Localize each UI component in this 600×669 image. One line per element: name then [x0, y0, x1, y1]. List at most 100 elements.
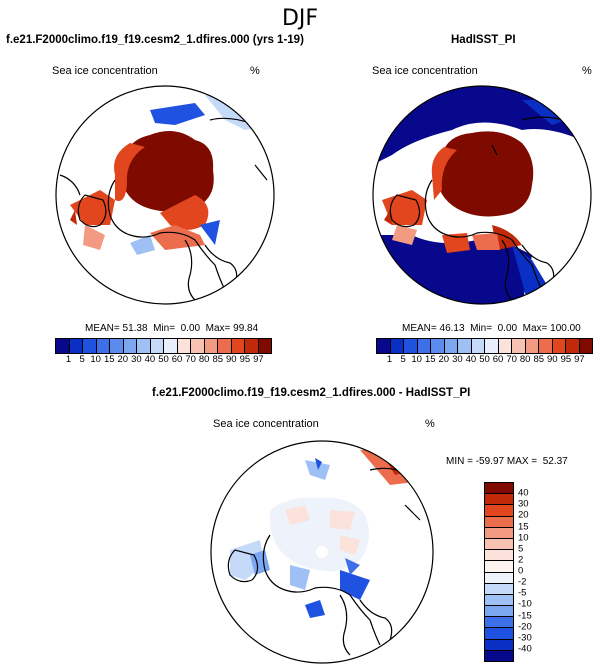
panel1-colorbar-tick-label: 60 — [171, 354, 183, 365]
panel2-colorbar-tick-label: 10 — [411, 354, 422, 365]
panel2-colorbar-swatch — [458, 339, 472, 353]
panel3-colorbar-swatch — [485, 639, 513, 651]
panel3-colorbar-swatch — [485, 572, 513, 584]
panel1-colorbar-swatch — [137, 339, 151, 353]
panel1-colorbar-tick-label: 80 — [198, 354, 210, 365]
panel2-colorbar-swatch — [525, 339, 539, 353]
panel1-colorbar-swatch — [204, 339, 218, 353]
figure-title: DJF — [281, 6, 319, 31]
panel1-colorbar-swatch — [56, 339, 70, 353]
panel3-colorbar-swatch — [485, 494, 513, 506]
panel2-colorbar-tick-label: 85 — [533, 354, 545, 365]
panel3-colorbar-tick-label: 20 — [518, 509, 529, 521]
panel1-colorbar-swatch — [164, 339, 178, 353]
panel1-colorbar-tick-label: 85 — [212, 354, 224, 365]
panel1-colorbar-tick-label: 50 — [158, 354, 169, 365]
panel2-colorbar-swatch — [431, 339, 445, 353]
panel1-polar-map — [55, 85, 275, 305]
panel2-colorbar-swatch — [485, 339, 499, 353]
panel1-title: f.e21.F2000climo.f19_f19.cesm2_1.dfires.… — [6, 34, 304, 46]
panel3-colorbar-tick-label: -2 — [518, 576, 527, 588]
panel1-colorbar-tick-label: 10 — [90, 354, 101, 365]
panel3-colorbar-tick-label: -20 — [518, 621, 532, 633]
panel3-colorbar-swatch — [485, 550, 513, 562]
panel3-colorbar-tick-label: 30 — [518, 498, 529, 510]
panel1-colorbar-tick-label: 30 — [131, 354, 142, 365]
panel1-colorbar-tick-label: 5 — [79, 354, 85, 365]
panel1-colorbar-tick-label: 40 — [144, 354, 156, 365]
panel2-colorbar-swatch — [512, 339, 526, 353]
panel1-colorbar-tick-label: 70 — [185, 354, 196, 365]
panel3-colorbar-tick-label: -15 — [518, 610, 532, 621]
panel3-colorbar-tick-label: 5 — [518, 543, 524, 555]
panel3-colorbar — [484, 482, 514, 662]
panel1-colorbar-swatch — [258, 339, 271, 353]
panel2-colorbar-swatch — [471, 339, 485, 353]
panel2-colorbar-swatch — [566, 339, 580, 353]
panel1-colorbar-tick-label: 95 — [239, 354, 251, 365]
panel1-colorbar-tick-label: 97 — [253, 354, 264, 365]
panel1-colorbar-swatch — [218, 339, 232, 353]
panel2-variable-label: Sea ice concentration — [372, 65, 478, 77]
panel2-colorbar-tick-label: 1 — [386, 354, 393, 365]
panel3-colorbar-tick-label: 10 — [518, 532, 529, 544]
panel2-stats: MEAN= 46.13 Min= 0.00 Max= 100.00 — [402, 323, 581, 334]
panel2-colorbar-tick-label: 40 — [465, 354, 477, 365]
panel1-colorbar-swatch — [83, 339, 97, 353]
panel3-colorbar-swatch — [485, 617, 513, 629]
panel1-colorbar-tick-label: 20 — [117, 354, 129, 365]
panel2-colorbar-tick-label: 20 — [438, 354, 450, 365]
panel2-units-label: % — [582, 65, 592, 77]
panel2-colorbar-tick-label: 5 — [400, 354, 406, 365]
panel3-colorbar-swatch — [485, 483, 513, 495]
panel2-colorbar-swatch — [417, 339, 431, 353]
panel1-colorbar-swatch — [69, 339, 83, 353]
panel3-colorbar-tick-label: -10 — [518, 598, 532, 610]
panel2-colorbar-tick-label: 15 — [424, 354, 436, 365]
panel3-stats: MIN = -59.97 MAX = 52.37 — [446, 456, 568, 467]
panel3-colorbar-swatch — [485, 505, 513, 517]
panel3-colorbar-swatch — [485, 628, 513, 640]
panel1-colorbar-swatch — [245, 339, 259, 353]
panel3-colorbar-swatch — [485, 561, 513, 573]
panel3-colorbar-swatch — [485, 606, 513, 618]
panel3-polar-map — [210, 440, 434, 664]
panel2-colorbar-swatch — [539, 339, 553, 353]
panel3-colorbar-swatch — [485, 594, 513, 607]
panel2-colorbar-labels: 1 5 10 15 20 30 40 50 60 70 80 85 90 95 97 — [376, 354, 593, 366]
panel2-colorbar-tick-label: 95 — [560, 354, 572, 365]
panel1-colorbar-swatch — [191, 339, 205, 353]
panel1-colorbar-swatch — [231, 339, 245, 353]
panel1-colorbar-labels: 1 5 10 15 20 30 40 50 60 70 80 85 90 95 97 — [55, 354, 272, 366]
panel3-colorbar-swatch — [485, 538, 513, 551]
panel2-colorbar-swatch — [552, 339, 566, 353]
panel3-colorbar-tick-label: -5 — [518, 587, 527, 599]
panel2-colorbar-tick-label: 60 — [492, 354, 504, 365]
panel3-colorbar-swatch — [485, 516, 513, 528]
panel2-colorbar-swatch — [498, 339, 512, 353]
panel3-colorbar-tick-label: 40 — [518, 487, 529, 499]
panel2-colorbar-swatch — [377, 339, 391, 353]
panel2-title: HadISST_PI — [451, 34, 516, 46]
panel3-units-label: % — [425, 418, 435, 430]
panel1-colorbar-tick-label: 15 — [103, 354, 115, 365]
panel2-colorbar — [376, 338, 593, 354]
panel2-colorbar-swatch — [444, 339, 458, 353]
panel2-colorbar-swatch — [579, 339, 592, 353]
panel3-colorbar-labels: 40 30 20 15 10 5 2 0 -2 -5 -10 -15 -20 -30 -40 — [518, 482, 558, 660]
panel1-colorbar-swatch — [150, 339, 164, 353]
panel1-colorbar-swatch — [177, 339, 191, 353]
panel1-variable-label: Sea ice concentration — [52, 65, 158, 77]
panel2-colorbar-swatch — [404, 339, 418, 353]
panel2-polar-map — [372, 85, 592, 305]
panel1-colorbar-swatch — [110, 339, 124, 353]
panel2-colorbar-swatch — [390, 339, 404, 353]
panel3-colorbar-tick-label: 0 — [518, 565, 524, 577]
panel1-units-label: % — [250, 65, 260, 77]
panel3-variable-label: Sea ice concentration — [213, 418, 319, 430]
panel1-stats: MEAN= 51.38 Min= 0.00 Max= 99.84 — [85, 323, 259, 334]
panel2-colorbar-tick-label: 97 — [574, 354, 585, 365]
panel2-colorbar-tick-label: 70 — [506, 354, 517, 365]
panel2-colorbar-tick-label: 30 — [452, 354, 463, 365]
panel3-colorbar-tick-label: -40 — [518, 643, 532, 655]
